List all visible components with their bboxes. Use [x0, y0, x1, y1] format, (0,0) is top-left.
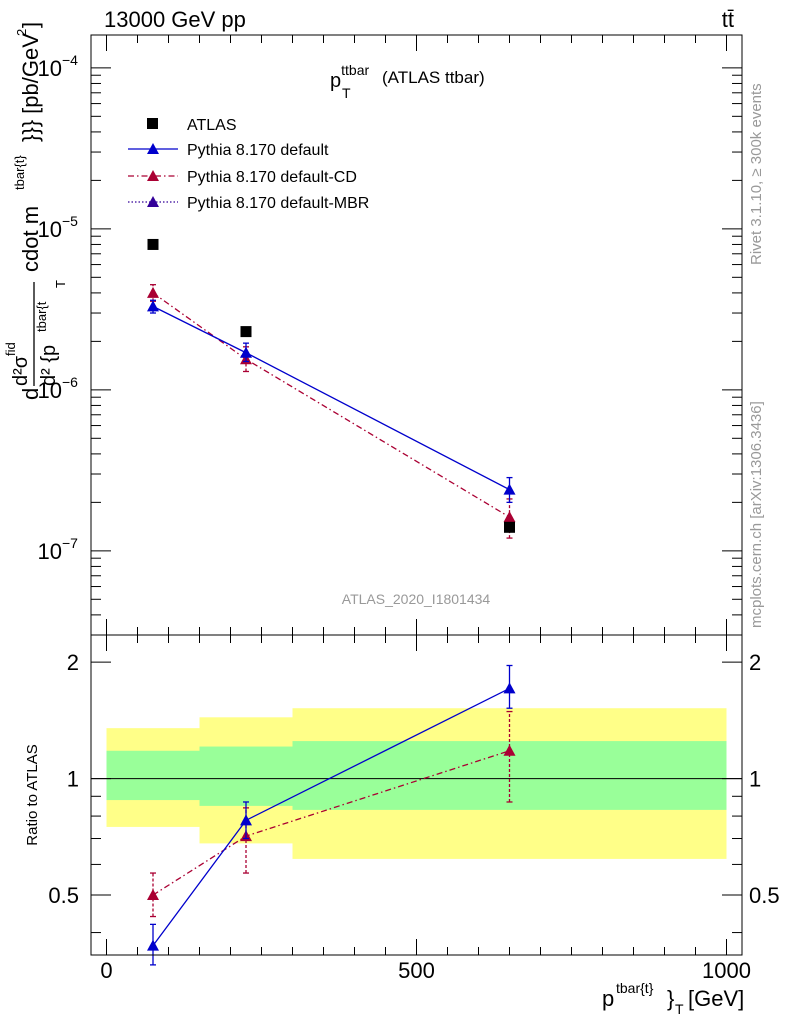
- title-sup: ttbar: [341, 62, 369, 78]
- panel-title: pttbar: [330, 62, 369, 92]
- legend-atlas-marker: [147, 118, 158, 129]
- ylabel-num: d²σ: [10, 355, 32, 386]
- ratio-cd-point: [503, 744, 516, 756]
- default-point: [503, 483, 516, 495]
- uncertainty-band-inner: [106, 750, 200, 801]
- ratio-y-tick-label-right: 2: [749, 650, 761, 675]
- ratio-bands: [106, 708, 727, 859]
- ratio-y-ticks: 0.5 0.5 1 1 2 2: [48, 650, 780, 934]
- default-point: [147, 300, 159, 312]
- atlas-point: [147, 238, 159, 250]
- uncertainty-band-inner: [199, 746, 293, 806]
- x-tick-label: 0: [100, 958, 112, 983]
- legend-atlas-label: ATLAS: [187, 117, 237, 134]
- legend-cd-label: Pythia 8.170 default-CD: [187, 169, 357, 186]
- ylabel-num-sup: fid: [3, 342, 18, 356]
- ylabel-close: ]: [18, 22, 43, 28]
- ylabel-den-sub: T: [53, 280, 68, 288]
- ratio-default-point: [503, 682, 516, 694]
- xlabel-sup: tbar{t}: [616, 980, 654, 996]
- x-tick-label: 1000: [702, 958, 751, 983]
- y-tick-label: 10: [38, 539, 62, 564]
- legend-item-cd: Pythia 8.170 default-CD: [128, 169, 357, 186]
- default-point: [240, 346, 252, 358]
- atlas-point: [240, 326, 252, 338]
- xlabel-unit: [GeV]: [688, 986, 744, 1011]
- ratio-panel: 0.5 0.5 1 1 2 2 0 500 1000 Ratio to ATLAS p tba…: [24, 634, 780, 1017]
- header-left: 13000 GeV pp: [104, 7, 246, 32]
- ylabel-den: d² {p: [38, 345, 60, 386]
- cd-point: [503, 511, 516, 523]
- cd-series-line: [152, 292, 510, 518]
- main-marks: [147, 238, 516, 539]
- ratio-y-tick-label-left: 1: [67, 767, 79, 792]
- ylabel-rest-tail: }}} [pb/GeV: [18, 33, 43, 142]
- title-suffix: (ATLAS ttbar): [382, 68, 485, 87]
- mcplots-label: mcplots.cern.ch [arXiv:1306.3436]: [748, 401, 765, 628]
- header-right: tt̄: [722, 7, 734, 32]
- legend-item-default: Pythia 8.170 default: [128, 142, 329, 159]
- ratio-y-axis-label: Ratio to ATLAS: [24, 744, 41, 845]
- legend: ATLAS Pythia 8.170 default Pythia 8.170 …: [128, 117, 369, 212]
- ratio-default-point: [147, 939, 159, 951]
- ratio-x-ticks: 0 500 1000: [100, 635, 751, 983]
- y-tick-label: 10: [38, 378, 62, 403]
- analysis-watermark: ATLAS_2020_I1801434: [342, 591, 491, 607]
- y-tick-exponent: −6: [62, 374, 78, 390]
- legend-mbr-marker: [147, 196, 159, 207]
- y-tick-exponent: −5: [62, 213, 78, 229]
- legend-cd-marker: [147, 170, 159, 181]
- main-y-ticks: 10−410−510−610−7: [38, 52, 742, 636]
- legend-default-label: Pythia 8.170 default: [187, 142, 329, 159]
- x-tick-label: 500: [398, 958, 435, 983]
- legend-item-atlas: ATLAS: [147, 117, 237, 134]
- cd-point: [147, 286, 159, 298]
- legend-item-mbr: Pythia 8.170 default-MBR: [128, 195, 369, 212]
- ratio-y-tick-label-right: 1: [749, 767, 761, 792]
- xlabel-p: p: [602, 986, 614, 1011]
- y-tick-exponent: −4: [62, 52, 78, 68]
- legend-default-marker: [147, 143, 159, 154]
- ylabel-rest: cdot m: [18, 206, 43, 272]
- xlabel-tail: }: [667, 986, 674, 1011]
- y-tick-label: 10: [38, 217, 62, 242]
- main-y-axis-label: d d²σ fid d² {p tbar{t T cdot m tbar{t} …: [3, 22, 68, 400]
- xlabel-sub: T: [675, 1001, 684, 1017]
- ratio-y-tick-label-left: 0.5: [48, 883, 79, 908]
- ratio-y-tick-label-left: 2: [67, 650, 79, 675]
- ylabel-rest-sup: tbar{t}: [12, 155, 27, 190]
- y-tick-label: 10: [38, 56, 62, 81]
- ylabel-unit-sup: 2: [14, 29, 29, 36]
- atlas-point: [504, 521, 515, 533]
- ratio-y-tick-label-right: 0.5: [749, 883, 780, 908]
- ratio-cd-point: [147, 889, 159, 901]
- ylabel-d: d: [18, 388, 43, 400]
- title-p: p: [330, 70, 341, 92]
- x-axis-label: p tbar{t} } T [GeV]: [602, 980, 744, 1017]
- title-sub: T: [342, 85, 351, 101]
- y-tick-exponent: −7: [62, 535, 78, 551]
- rivet-label: Rivet 3.1.10, ≥ 300k events: [748, 83, 765, 265]
- main-x-ticks: [106, 35, 727, 635]
- legend-mbr-label: Pythia 8.170 default-MBR: [187, 195, 369, 212]
- default-series-line: [152, 305, 510, 491]
- main-panel: 10−410−510−610−7 pttbar T (ATLAS ttbar) …: [3, 22, 743, 636]
- ratio-default-point: [240, 814, 252, 826]
- ylabel-den-sup: tbar{t: [34, 301, 49, 332]
- ratio-marks: [147, 664, 516, 966]
